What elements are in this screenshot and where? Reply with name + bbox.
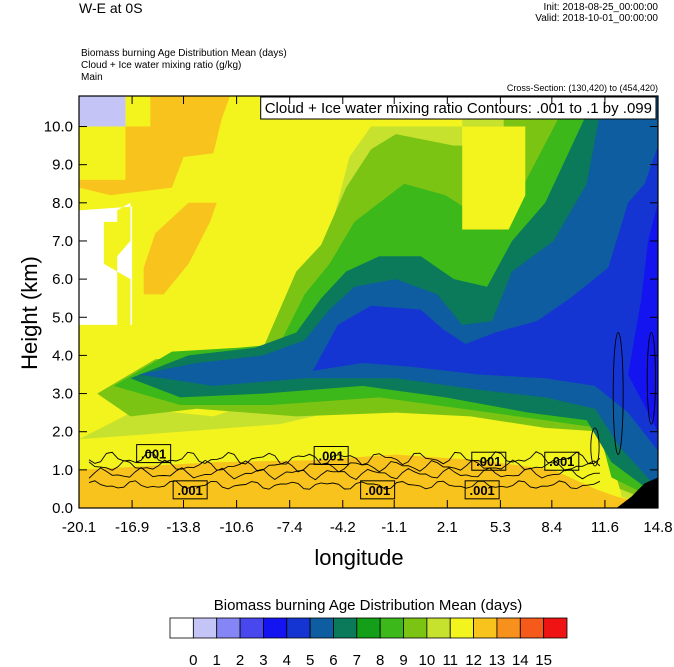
contour-label-box-2 bbox=[313, 446, 349, 465]
y-tick-label-7: 7.0 bbox=[52, 233, 73, 250]
colorbar-label-11: 11 bbox=[442, 652, 458, 667]
x-tick-label-1: -16.9 bbox=[115, 519, 149, 536]
colorbar-label-12: 12 bbox=[465, 652, 482, 667]
y-tick-label-9: 9.0 bbox=[52, 157, 73, 174]
x-tick-label-6: -1.1 bbox=[381, 519, 407, 536]
contour-label-box-1 bbox=[172, 480, 208, 500]
y-tick-label-4: 4.0 bbox=[52, 347, 73, 364]
colorbar-label-8: 8 bbox=[376, 652, 384, 667]
y-tick-label-3: 3.0 bbox=[52, 386, 73, 403]
colorbar-swatch-15 bbox=[519, 617, 545, 639]
contour-ellipse-1 bbox=[646, 332, 656, 425]
contour-label-box-6 bbox=[544, 451, 580, 471]
colorbar-label-5: 5 bbox=[306, 652, 314, 667]
colorbar-swatch-3 bbox=[239, 617, 264, 639]
init-time: Init: 2018-08-25_00:00:00 bbox=[543, 2, 658, 13]
x-tick-label-8: 5.3 bbox=[490, 519, 511, 536]
colorbar-swatch-7 bbox=[333, 617, 358, 639]
chart-title: W-E at 0S bbox=[79, 0, 143, 16]
x-axis-label: longitude bbox=[314, 545, 404, 570]
colorbar-label-9: 9 bbox=[399, 652, 407, 667]
y-tick-label-10: 10.0 bbox=[44, 119, 73, 136]
colorbar-swatch-13 bbox=[473, 617, 498, 639]
contour-label-4: .001 bbox=[469, 483, 494, 498]
colorbar-swatch-12 bbox=[449, 617, 474, 639]
colorbar-label-0: 0 bbox=[189, 652, 197, 667]
contour-ellipse-2 bbox=[590, 427, 600, 467]
colorbar-label-6: 6 bbox=[329, 652, 337, 667]
y-axis-label: Height (km) bbox=[17, 256, 42, 370]
x-tick-label-11: 14.8 bbox=[643, 519, 672, 536]
colorbar-swatch-4 bbox=[263, 617, 288, 639]
description-line-3: Main bbox=[81, 72, 103, 83]
colorbar-swatch-14 bbox=[496, 617, 521, 639]
y-tick-label-2: 2.0 bbox=[52, 424, 73, 441]
y-tick-label-6: 6.0 bbox=[52, 271, 73, 288]
x-tick-label-9: 8.4 bbox=[541, 519, 562, 536]
colorbar-swatch-5 bbox=[286, 617, 311, 639]
contour-label-box-5 bbox=[471, 451, 507, 471]
field-region-5-6 bbox=[312, 145, 658, 451]
x-tick-label-10: 11.6 bbox=[591, 519, 619, 536]
contour-info-box bbox=[260, 96, 657, 120]
field-region-13-11 bbox=[79, 96, 230, 196]
field-region-0-10 bbox=[79, 202, 133, 325]
x-tick-label-3: -10.6 bbox=[220, 519, 254, 536]
contour-label-box-0 bbox=[136, 444, 172, 464]
contour-label-3: .001 bbox=[365, 483, 390, 498]
field-region-1-8 bbox=[79, 96, 126, 127]
colorbar-swatch-10 bbox=[403, 617, 428, 639]
field-region-12-9 bbox=[462, 126, 526, 230]
colorbar-label-14: 14 bbox=[512, 652, 529, 667]
colorbar-swatch-1 bbox=[192, 617, 218, 639]
x-tick-label-5: -4.2 bbox=[330, 519, 356, 536]
colorbar-swatch-8 bbox=[356, 617, 381, 639]
contour-label-0: .001 bbox=[141, 447, 166, 462]
cross-section-label: Cross-Section: (130,420) to (454,420) bbox=[506, 83, 658, 93]
x-tick-label-7: 2.1 bbox=[437, 519, 458, 536]
colorbar-label-1: 1 bbox=[213, 652, 221, 667]
colorbar-swatch-0 bbox=[169, 617, 194, 639]
contour-label-6: .001 bbox=[549, 454, 574, 469]
colorbar-label-10: 10 bbox=[419, 652, 436, 667]
colorbar-label-3: 3 bbox=[259, 652, 267, 667]
y-tick-label-5: 5.0 bbox=[52, 309, 73, 326]
field-region-13-12 bbox=[143, 202, 217, 295]
colorbar-label-13: 13 bbox=[489, 652, 506, 667]
colorbar-swatch-16 bbox=[543, 617, 568, 639]
field-layers bbox=[79, 96, 658, 508]
colorbar-swatch-2 bbox=[216, 617, 241, 639]
y-tick-label-8: 8.0 bbox=[52, 195, 73, 212]
field-region-6-5 bbox=[138, 96, 658, 489]
y-tick-label-1: 1.0 bbox=[52, 462, 73, 479]
contour-label-box-3 bbox=[360, 480, 396, 500]
y-tick-label-0: 0.0 bbox=[52, 500, 73, 517]
description-line-1: Biomass burning Age Distribution Mean (d… bbox=[81, 48, 287, 59]
x-tick-label-0: -20.1 bbox=[62, 519, 96, 536]
x-tick-label-2: -13.8 bbox=[166, 519, 200, 536]
contour-label-box-4 bbox=[464, 480, 500, 500]
colorbar-swatch-11 bbox=[426, 617, 451, 639]
plot-frame bbox=[78, 95, 659, 509]
colorbar-label-7: 7 bbox=[353, 652, 361, 667]
contour-line-3 bbox=[88, 459, 601, 473]
colorbar-label-4: 4 bbox=[283, 652, 291, 667]
contour-info: Cloud + Ice water mixing ratio Contours:… bbox=[265, 100, 652, 117]
contour-ellipse-0 bbox=[612, 332, 624, 456]
colorbar-swatch-9 bbox=[379, 617, 404, 639]
contour-label-2: .001 bbox=[319, 449, 344, 464]
colorbar-label-2: 2 bbox=[236, 652, 244, 667]
colorbar-swatch-6 bbox=[309, 617, 334, 639]
contour-line-1 bbox=[88, 467, 600, 481]
field-region-4-7 bbox=[628, 202, 658, 432]
valid-time: Valid: 2018-10-01_00:00:00 bbox=[535, 13, 658, 24]
colorbar-title: Biomass burning Age Distribution Mean (d… bbox=[213, 597, 523, 614]
contour-label-5: .001 bbox=[476, 454, 501, 469]
description-line-2: Cloud + Ice water mixing ratio (g/kg) bbox=[81, 60, 242, 71]
colorbar-label-15: 15 bbox=[535, 652, 552, 667]
x-tick-label-4: -7.4 bbox=[277, 519, 303, 536]
contour-label-1: .001 bbox=[177, 483, 202, 498]
field-region-15-14 bbox=[616, 477, 658, 508]
